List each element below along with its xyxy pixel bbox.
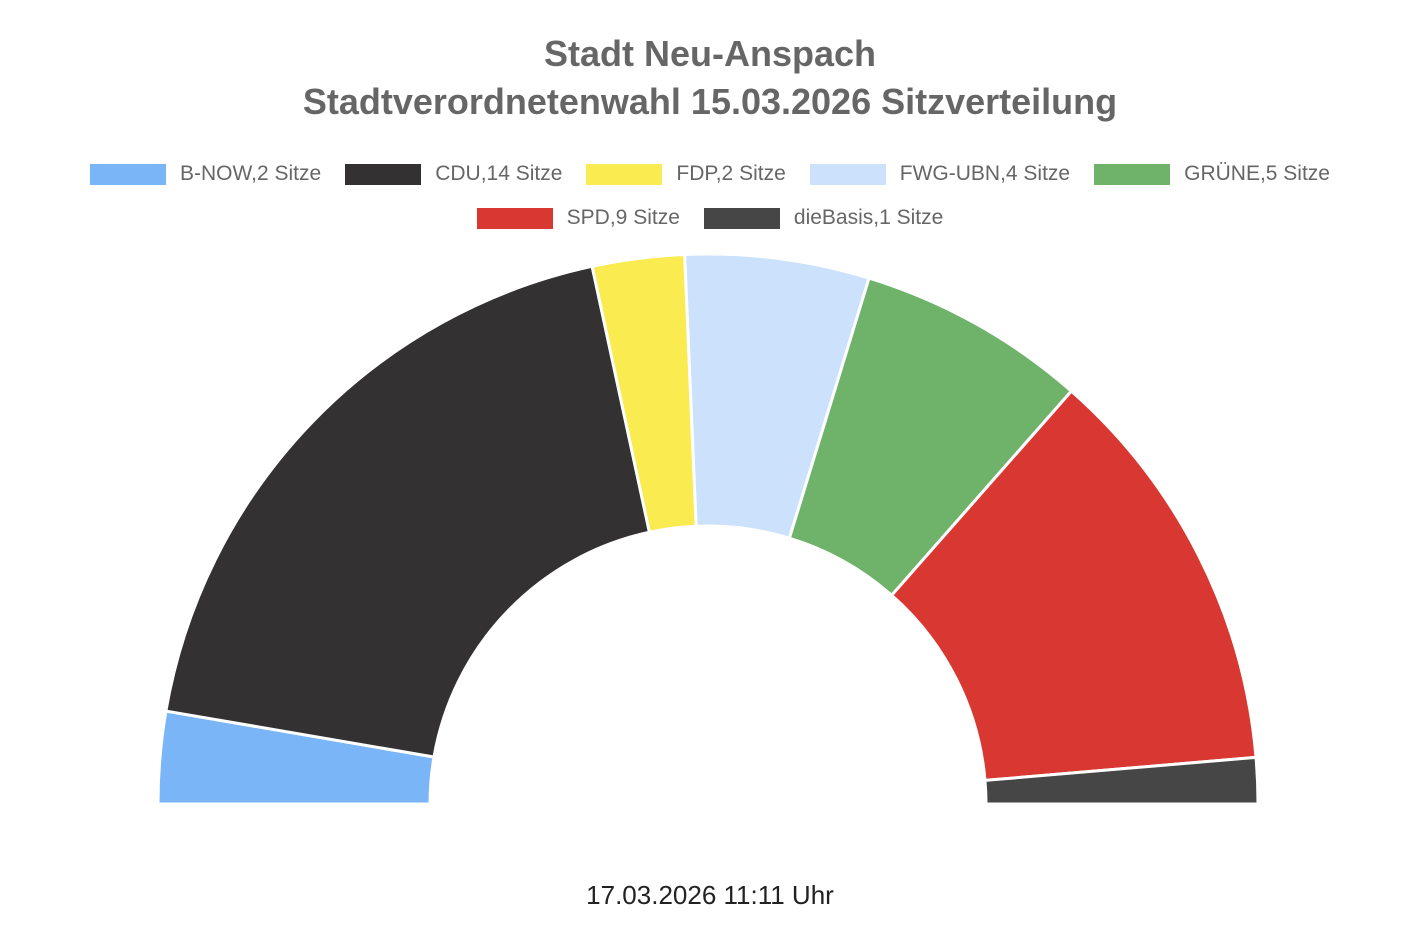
legend-swatch	[345, 163, 422, 185]
legend-swatch	[90, 163, 166, 185]
slice-cdu[interactable]	[164, 264, 652, 759]
legend-item-fwg-ubn[interactable]: FWG-UBN,4 Sitze	[809, 162, 1071, 186]
legend-swatch	[809, 163, 886, 185]
legend-swatch	[476, 207, 553, 229]
legend-item-spd[interactable]: SPD,9 Sitze	[476, 206, 680, 230]
legend-item-gruene[interactable]: GRÜNE,5 Sitze	[1094, 162, 1330, 186]
legend-swatch	[1094, 163, 1171, 185]
legend-item-diebasis[interactable]: dieBasis,1 Sitze	[703, 206, 944, 230]
chart-legend-row-1: B-NOW,2 Sitze CDU,14 Sitze FDP,2 Sitze F…	[0, 162, 1420, 186]
chart-legend-row-2: SPD,9 Sitze dieBasis,1 Sitze	[0, 206, 1420, 230]
legend-label: SPD,9 Sitze	[566, 206, 680, 229]
chart-title: Stadt Neu-Anspach	[543, 33, 877, 74]
legend-label: B-NOW,2 Sitze	[180, 162, 322, 185]
legend-label: GRÜNE,5 Sitze	[1184, 162, 1330, 185]
chart-subtitle: Stadtverordnetenwahl 15.03.2026 Sitzvert…	[302, 81, 1118, 122]
legend-swatch	[703, 207, 780, 229]
slice-spd[interactable]	[889, 389, 1258, 783]
timestamp: 17.03.2026 11:11 Uhr	[586, 880, 834, 910]
legend-label: FDP,2 Sitze	[676, 162, 786, 185]
legend-swatch	[586, 163, 663, 185]
legend-label: FWG-UBN,4 Sitze	[899, 162, 1071, 185]
legend-item-cdu[interactable]: CDU,14 Sitze	[345, 162, 562, 186]
legend-label: dieBasis,1 Sitze	[793, 206, 944, 229]
legend-item-b-now[interactable]: B-NOW,2 Sitze	[90, 162, 321, 186]
legend-label: CDU,14 Sitze	[435, 162, 563, 185]
legend-item-fdp[interactable]: FDP,2 Sitze	[586, 162, 786, 186]
slice-diebasis[interactable]	[983, 755, 1260, 806]
